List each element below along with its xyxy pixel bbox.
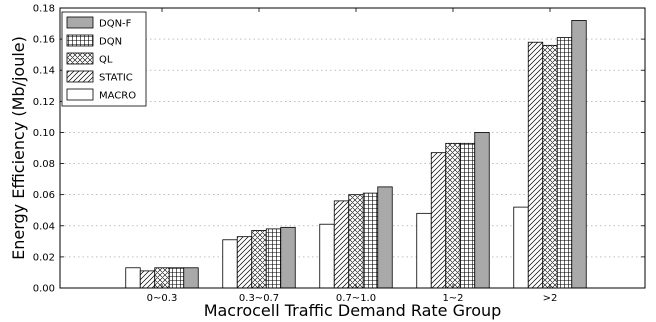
legend-swatch-macro <box>66 88 94 101</box>
legend-swatch-static <box>66 70 94 83</box>
y-tick-label: 0.14 <box>33 66 55 77</box>
legend-swatch-dqn <box>66 34 94 47</box>
y-tick-label: 0.10 <box>33 128 55 139</box>
y-tick-label: 0.08 <box>33 159 55 170</box>
bar-static-2 <box>333 200 350 289</box>
bar-ql-4 <box>542 44 558 289</box>
y-tick-label: 0.06 <box>33 190 55 201</box>
bar-static-1 <box>236 236 253 289</box>
x-tick-label: 1~2 <box>442 293 463 304</box>
bar-ql-3 <box>445 142 461 289</box>
bar-macro-0 <box>125 267 141 289</box>
y-tick-label: 0.12 <box>33 97 55 108</box>
bar-dqn-0 <box>168 267 185 289</box>
y-tick-label: 0.00 <box>33 284 55 295</box>
x-tick-label: >2 <box>543 293 558 304</box>
x-tick-label: 0~0.3 <box>147 293 178 304</box>
bar-macro-2 <box>319 223 335 289</box>
legend-label-dqn: DQN <box>99 37 122 48</box>
y-tick-label: 0.02 <box>33 252 55 263</box>
x-axis-label: Macrocell Traffic Demand Rate Group <box>204 301 502 320</box>
legend: DQN-F DQN QL STATIC MACRO <box>61 11 147 107</box>
bar-dqn-f-4 <box>571 20 587 289</box>
x-tick-label: 0.3~0.7 <box>239 293 279 304</box>
bar-static-0 <box>139 270 156 289</box>
bar-static-3 <box>430 152 447 289</box>
bar-dqn-3 <box>459 142 476 289</box>
bar-dqn-f-1 <box>280 226 296 289</box>
bar-dqn-1 <box>265 228 282 289</box>
bar-dqn-f-0 <box>183 267 199 289</box>
bar-ql-2 <box>348 194 364 289</box>
bar-dqn-4 <box>556 37 573 289</box>
legend-label-static: STATIC <box>99 73 133 84</box>
bar-static-4 <box>527 41 544 289</box>
legend-swatch-ql <box>66 52 94 65</box>
legend-swatch-dqn-f <box>66 16 94 29</box>
y-axis-ticks: 0.00 0.02 0.04 0.06 0.08 0.10 0.12 0.14 0.16 0.18 <box>33 4 645 295</box>
legend-label-ql: QL <box>99 55 113 66</box>
plot-frame <box>59 7 646 289</box>
y-tick-label: 0.04 <box>33 221 55 232</box>
x-axis-ticks: 0~0.3 0.3~0.7 0.7~1.0 1~2 >2 <box>147 8 558 304</box>
bar-dqn-f-3 <box>474 132 490 289</box>
bar-macro-3 <box>416 212 432 289</box>
y-axis-label: Energy Efficiency (Mb/joule) <box>9 36 28 260</box>
bar-dqn-f-2 <box>377 186 393 289</box>
bar-dqn-2 <box>362 192 379 289</box>
y-tick-label: 0.18 <box>33 4 55 15</box>
bar-macro-1 <box>222 239 238 289</box>
bar-ql-1 <box>251 230 267 289</box>
x-tick-label: 0.7~1.0 <box>336 293 376 304</box>
bars <box>125 20 587 289</box>
legend-label-macro: MACRO <box>99 91 136 102</box>
y-tick-label: 0.16 <box>33 35 55 46</box>
legend-label-dqn-f: DQN-F <box>99 19 132 30</box>
bar-macro-4 <box>513 206 529 289</box>
